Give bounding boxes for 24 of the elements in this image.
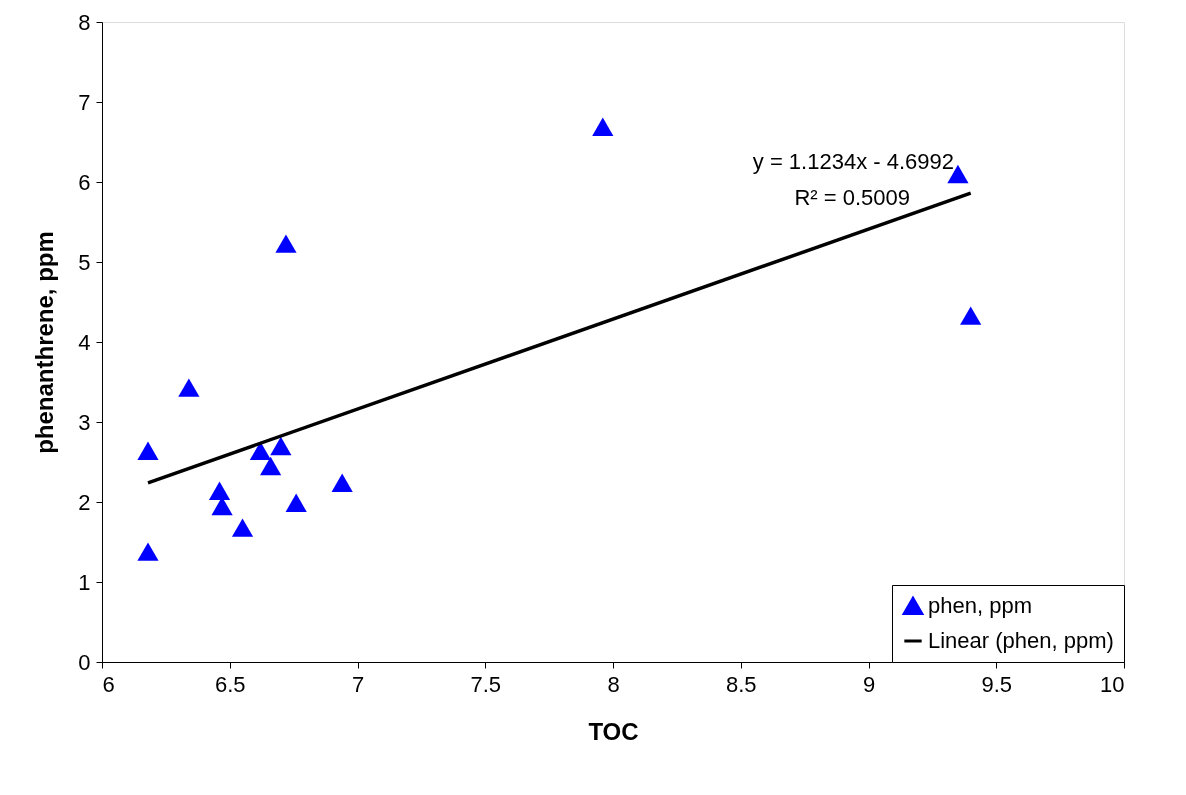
x-tick-label: 6	[102, 671, 115, 697]
x-axis-title: TOC	[588, 717, 639, 745]
y-tick-label: 7	[78, 89, 91, 115]
x-tick-label: 8.5	[725, 671, 757, 697]
x-tick-label: 9.5	[981, 671, 1013, 697]
x-tick-label: 9	[862, 671, 876, 697]
y-tick-label: 8	[78, 9, 91, 35]
x-tick-label: 7.5	[470, 671, 502, 697]
y-tick-label: 6	[78, 169, 91, 195]
y-tick-label: 0	[78, 649, 91, 675]
x-tick-label: 8	[607, 671, 620, 697]
legend-label: Linear (phen, ppm)	[928, 628, 1114, 653]
y-tick-label: 1	[78, 569, 91, 595]
annotation: y = 1.1234x - 4.6992	[752, 149, 954, 174]
y-tick-label: 5	[78, 249, 91, 275]
annotation: R² = 0.5009	[794, 185, 910, 210]
y-tick-label: 2	[78, 489, 91, 515]
x-tick-label: 7	[351, 671, 365, 697]
x-tick-label: 10	[1100, 671, 1125, 697]
y-tick-label: 4	[78, 329, 91, 355]
x-tick-label: 6.5	[214, 671, 246, 697]
legend-label: phen, ppm	[928, 593, 1032, 618]
y-tick-label: 3	[78, 409, 91, 435]
y-axis-title: phenanthrene, ppm	[31, 231, 59, 454]
